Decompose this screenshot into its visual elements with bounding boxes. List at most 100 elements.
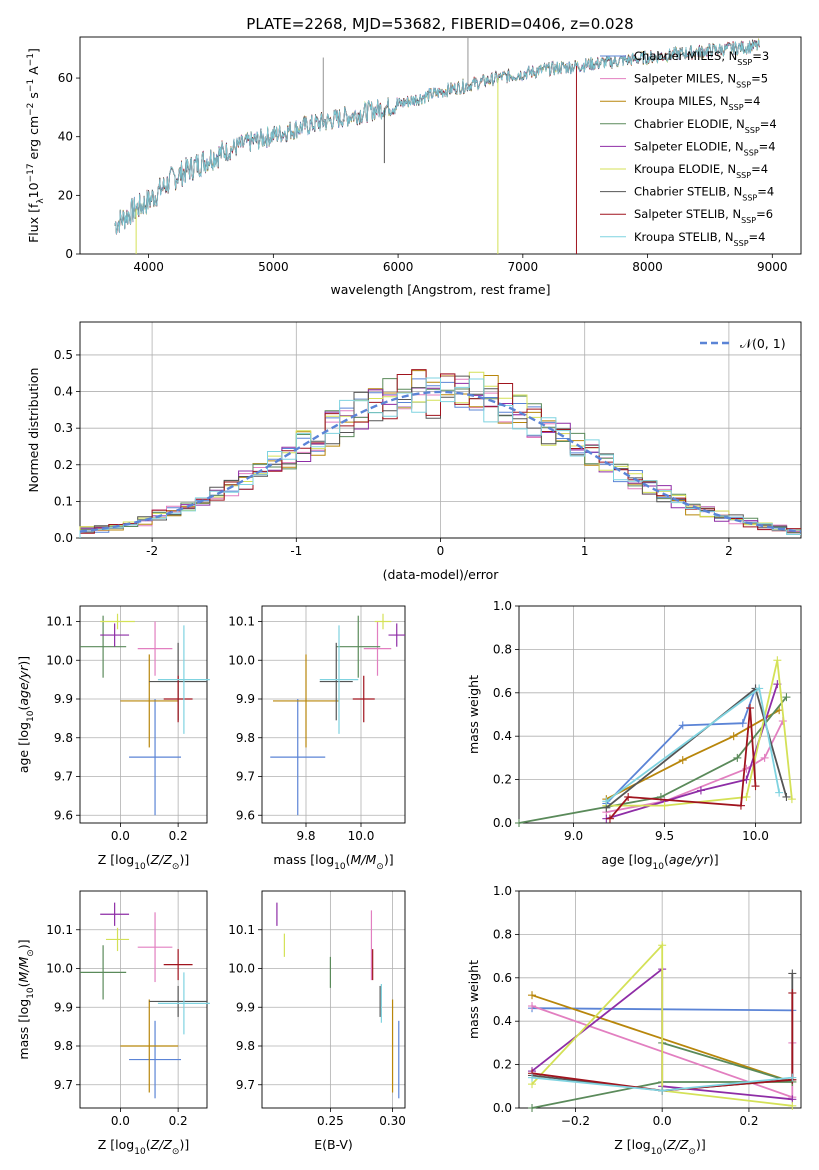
weight_vs_Z-ylabel: mass weight xyxy=(466,960,481,1039)
x-tick-label: 7000 xyxy=(508,260,539,274)
y-tick-label: 0.4 xyxy=(493,1014,512,1028)
y-tick-label: 0.2 xyxy=(54,458,73,472)
weight-line-3 xyxy=(531,1042,793,1109)
spectrum-line-3 xyxy=(114,39,760,234)
x-tick-label: 0.25 xyxy=(317,1114,344,1128)
legend-label: Chabrier ELODIE, NSSP=4 xyxy=(634,117,777,135)
y-tick-label: 9.9 xyxy=(236,1000,255,1014)
ebv-xlabel: E(B-V) xyxy=(314,1137,353,1152)
x-tick-label: 0.0 xyxy=(111,829,130,843)
spectrum-line-0 xyxy=(114,39,760,234)
weight_vs_Z-xlabel: Z [log10(Z/Z⊙)] xyxy=(614,1137,705,1157)
points-age_vs_mass xyxy=(270,613,405,816)
axes-residuals: -2 -1 0 1 2 0.0 0.1 0.2 0.3 0.4 0.5 xyxy=(54,321,802,558)
x-tick-label: 0.0 xyxy=(111,1114,130,1128)
histograms xyxy=(79,369,802,538)
x-tick-label: 6000 xyxy=(383,260,414,274)
y-tick-label: 0.6 xyxy=(493,686,512,700)
y-tick-label: 9.7 xyxy=(236,770,255,784)
y-tick-label: 10.1 xyxy=(46,923,73,937)
x-tick-label: 0.30 xyxy=(379,1114,406,1128)
x-tick-label: 8000 xyxy=(632,260,663,274)
x-tick-label: 0.0 xyxy=(653,1114,672,1128)
axes-mass_vs_Z: 0.0 0.2 9.7 9.8 9.9 10.0 10.1 xyxy=(46,890,208,1128)
axes-frame xyxy=(261,890,406,1109)
y-tick-label: 10.0 xyxy=(228,962,255,976)
x-tick-label: 4000 xyxy=(133,260,164,274)
spectrum-line-4 xyxy=(114,40,760,235)
y-tick-label: 20 xyxy=(58,188,73,202)
legend-label: Kroupa MILES, NSSP=4 xyxy=(634,94,760,112)
axes-frame xyxy=(79,890,208,1109)
age_vs_mass-xlabel: mass [log10(M/M⊙)] xyxy=(273,852,393,872)
axes-frame xyxy=(79,605,208,824)
y-tick-label: 9.7 xyxy=(54,770,73,784)
x-tick-label: 9.5 xyxy=(655,829,674,843)
figure-title: PLATE=2268, MJD=53682, FIBERID=0406, z=0… xyxy=(246,15,633,33)
legend-label: Kroupa ELODIE, NSSP=4 xyxy=(634,162,768,180)
weight_vs_age-ylabel: mass weight xyxy=(466,675,481,754)
y-tick-label: 9.9 xyxy=(54,692,73,706)
y-tick-label: 0.3 xyxy=(54,421,73,435)
weight-line-7 xyxy=(531,993,794,1092)
x-tick-label: −0.2 xyxy=(561,1114,590,1128)
x-tick-label: 0 xyxy=(437,544,445,558)
spectrum-line-1 xyxy=(114,39,760,235)
legend-label: Chabrier MILES, NSSP=3 xyxy=(634,49,769,67)
y-tick-label: 0.6 xyxy=(493,971,512,985)
y-tick-label: 9.6 xyxy=(54,808,73,822)
axes-frame xyxy=(261,605,406,824)
y-tick-label: 10.1 xyxy=(228,923,255,937)
weight_vs_age-xlabel: age [log10(age/yr)] xyxy=(601,852,718,872)
x-tick-label: 10.0 xyxy=(348,829,375,843)
y-tick-label: 0.2 xyxy=(493,1058,512,1072)
y-tick-label: 40 xyxy=(58,130,73,144)
spectrum-features xyxy=(135,37,577,254)
legend-label: Salpeter ELODIE, NSSP=4 xyxy=(634,139,776,157)
y-tick-label: 9.8 xyxy=(236,1039,255,1053)
x-tick-label: 0.2 xyxy=(169,829,188,843)
y-tick-label: 0.0 xyxy=(54,531,73,545)
y-tick-label: 60 xyxy=(58,71,73,85)
axes-frame xyxy=(79,321,802,539)
y-tick-label: 10.1 xyxy=(46,615,73,629)
axes-frame xyxy=(518,605,802,824)
axes-frame xyxy=(518,890,802,1109)
x-tick-label: 5000 xyxy=(258,260,289,274)
age_vs_Z-xlabel: Z [log10(Z/Z⊙)] xyxy=(98,852,189,872)
y-tick-label: 0.1 xyxy=(54,494,73,508)
spectrum-line-5 xyxy=(114,39,760,234)
y-tick-label: 10.0 xyxy=(228,653,255,667)
points-age_vs_Z xyxy=(80,613,210,816)
points-mass_vs_Z xyxy=(80,902,210,1099)
legend-label: Chabrier STELIB, NSSP=4 xyxy=(634,185,774,203)
y-tick-label: 9.9 xyxy=(236,692,255,706)
weight-line-6 xyxy=(605,686,788,809)
axes-mass_vs_ebv: 0.25 0.30 9.7 9.8 9.9 10.0 10.1 xyxy=(228,890,406,1128)
residuals-xlabel: (data-model)/error xyxy=(383,567,500,582)
spectrum-line-2 xyxy=(114,38,760,233)
points-mass_vs_ebv xyxy=(276,902,400,1099)
y-tick-label: 10.0 xyxy=(46,962,73,976)
legend-label: Kroupa STELIB, NSSP=4 xyxy=(634,230,765,248)
weight-line-0 xyxy=(605,688,757,805)
y-tick-label: 9.6 xyxy=(236,808,255,822)
x-tick-label: 9.8 xyxy=(296,829,315,843)
x-tick-label: 9.0 xyxy=(564,829,583,843)
y-tick-label: 9.9 xyxy=(54,1000,73,1014)
lines-weight_vs_age xyxy=(515,656,796,827)
y-tick-label: 0.4 xyxy=(54,385,73,399)
x-tick-label: 1 xyxy=(581,544,589,558)
x-tick-label: -2 xyxy=(146,544,158,558)
y-tick-label: 1.0 xyxy=(493,599,512,613)
legend-label: Salpeter STELIB, NSSP=6 xyxy=(634,207,773,225)
spectrum-line-6 xyxy=(114,39,760,235)
axes-spectrum: 4000 5000 6000 7000 8000 9000 0 20 40 60 xyxy=(58,36,802,274)
gaussian-curve xyxy=(79,390,802,533)
spectrum-ylabel: Flux [fλ10−17 erg cm−2 s−1 A−1] xyxy=(26,48,46,243)
y-tick-label: 9.7 xyxy=(236,1078,255,1092)
axes-weight_vs_Z: −0.2 0.0 0.2 0.0 0.2 0.4 0.6 0.8 1.0 xyxy=(493,884,802,1128)
y-tick-label: 0.4 xyxy=(493,729,512,743)
histogram-series-8 xyxy=(79,377,801,538)
